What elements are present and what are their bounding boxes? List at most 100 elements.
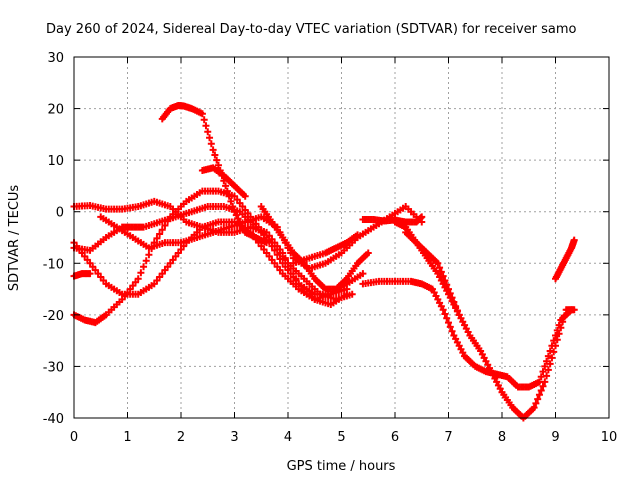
data-point	[241, 192, 249, 200]
data-point	[543, 372, 551, 380]
y-ticks: -40 -30 -20 -10 0 10 20 30	[43, 51, 609, 427]
data-point	[86, 270, 94, 278]
y-axis-label: SDTVAR / TECUs	[7, 185, 22, 292]
data-point	[445, 319, 452, 327]
data-point	[156, 230, 164, 238]
data-point	[140, 263, 148, 271]
series-arc-15	[552, 236, 578, 283]
data-point	[222, 182, 230, 190]
y-tick-label: 10	[47, 154, 64, 169]
data-point	[546, 360, 554, 368]
data-point	[441, 310, 449, 318]
y-tick-label: 20	[47, 103, 64, 118]
data-point	[273, 251, 281, 259]
x-tick-label: 0	[70, 430, 78, 445]
data-point	[539, 382, 547, 390]
data-point	[364, 249, 372, 257]
x-tick-label: 5	[337, 430, 345, 445]
data-point	[541, 362, 549, 370]
data-point	[268, 242, 276, 250]
series-arc-12	[359, 277, 576, 391]
data-point	[455, 311, 463, 319]
data-point	[209, 146, 217, 154]
data-point	[276, 255, 284, 263]
data-point	[211, 151, 219, 159]
chart-title: Day 260 of 2024, Sidereal Day-to-day VTE…	[46, 22, 577, 37]
data-point	[418, 213, 426, 221]
data-point	[198, 110, 206, 118]
series-arc-8	[198, 164, 249, 200]
data-point	[439, 306, 447, 314]
x-tick-label: 1	[123, 430, 131, 445]
data-point	[354, 231, 362, 239]
data-point	[537, 386, 545, 394]
data-point	[557, 324, 565, 332]
data-point	[541, 378, 549, 386]
data-point	[532, 399, 540, 407]
x-axis-label: GPS time / hours	[287, 459, 396, 474]
x-tick-label: 2	[177, 430, 185, 445]
data-point	[443, 314, 451, 322]
data-point	[202, 122, 210, 130]
data-point	[446, 323, 454, 331]
x-tick-label: 3	[230, 430, 238, 445]
data-point	[552, 331, 559, 339]
y-tick-label: -30	[43, 360, 64, 375]
x-tick-label: 8	[498, 430, 506, 445]
y-tick-label: 30	[47, 51, 64, 66]
data-point	[213, 156, 221, 164]
data-point	[158, 226, 166, 234]
data-point	[570, 236, 578, 244]
grid	[74, 57, 609, 418]
data-point	[552, 342, 559, 350]
x-tick-label: 9	[551, 430, 559, 445]
data-point	[271, 246, 279, 254]
data-point	[559, 318, 567, 326]
data-point	[534, 395, 542, 403]
series-arc-14	[402, 228, 463, 319]
data-point	[200, 116, 208, 124]
data-point	[434, 259, 442, 267]
data-point	[570, 306, 578, 314]
y-tick-label: -10	[43, 257, 64, 272]
data-point	[153, 234, 161, 242]
data-point	[544, 352, 552, 360]
data-point	[553, 336, 561, 344]
series-arc-9	[257, 203, 372, 293]
data-point	[204, 128, 212, 136]
x-tick-label: 7	[444, 430, 452, 445]
data-point	[543, 357, 551, 365]
data-point	[227, 197, 235, 205]
data-point	[206, 134, 214, 142]
data-point	[142, 257, 150, 265]
y-tick-label: -20	[43, 309, 64, 324]
y-tick-label: -40	[43, 412, 64, 427]
data-point	[137, 269, 145, 277]
series-arc-10	[289, 231, 362, 267]
x-tick-label: 4	[284, 430, 292, 445]
data-point	[555, 330, 563, 338]
data-point	[265, 238, 273, 246]
data-point	[550, 348, 558, 356]
x-tick-label: 6	[391, 430, 399, 445]
data-point	[207, 140, 215, 148]
series-arc-6	[70, 270, 94, 280]
data-point	[548, 354, 556, 362]
x-tick-label: 10	[601, 430, 618, 445]
data-point	[544, 366, 552, 374]
data-point	[535, 391, 543, 399]
data-point	[560, 312, 568, 320]
data-point	[164, 217, 172, 225]
data-point	[343, 285, 351, 293]
data-point	[161, 221, 169, 229]
data-point	[530, 404, 538, 412]
data-point	[448, 327, 456, 335]
y-tick-label: 0	[56, 206, 64, 221]
data-point	[134, 275, 142, 283]
data-point	[359, 270, 367, 278]
data-point	[539, 368, 547, 376]
x-ticks: 0 1 2 3 4 5 6 7 8 9 10	[70, 57, 617, 445]
data-point	[214, 161, 222, 169]
data-point	[263, 234, 271, 241]
